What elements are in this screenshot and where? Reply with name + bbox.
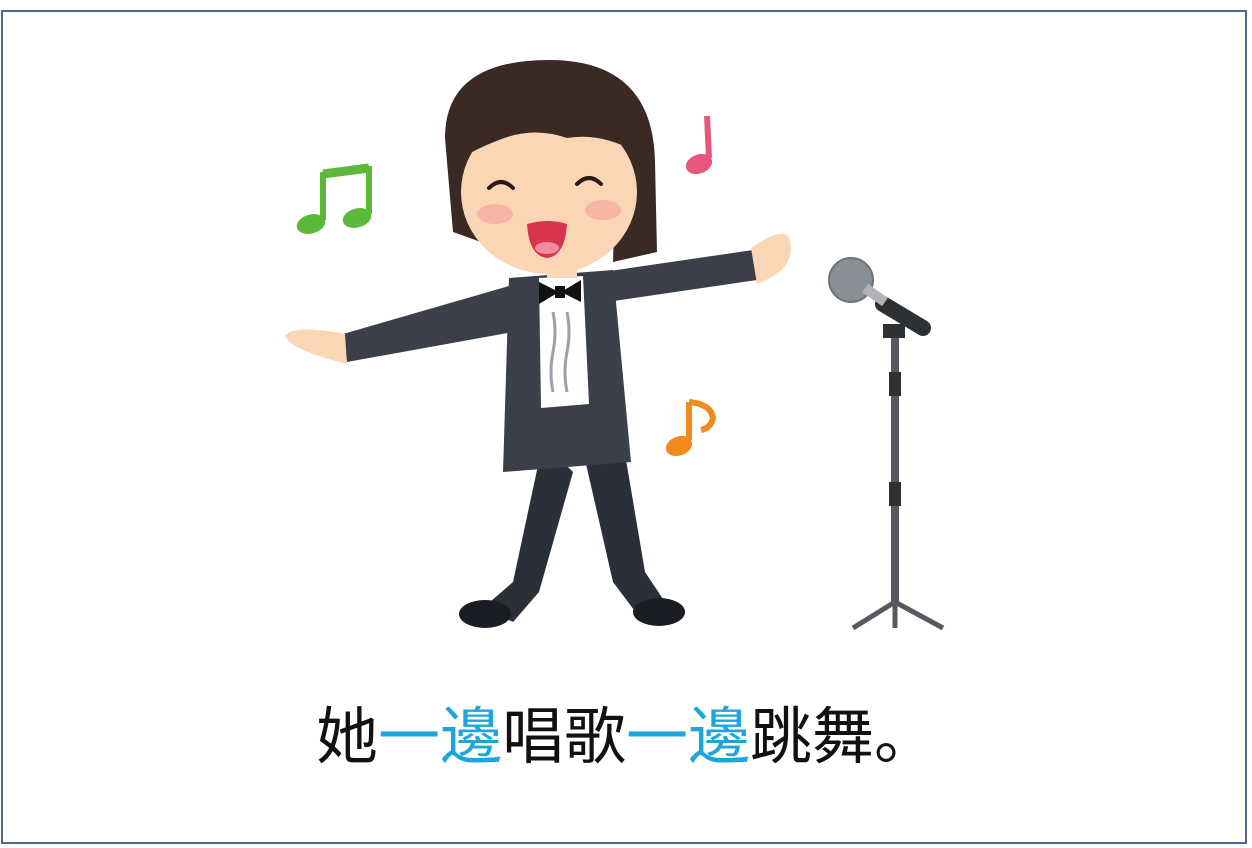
slide-frame: 她一邊唱歌一邊跳舞。 xyxy=(1,10,1247,844)
pink-note-icon xyxy=(685,115,713,175)
green-double-note-icon xyxy=(296,163,372,234)
caption-period: 。 xyxy=(874,700,937,773)
caption-verb-sing: 唱歌 xyxy=(501,700,626,773)
caption-verb-dance: 跳舞 xyxy=(750,700,875,773)
caption-subject: 她 xyxy=(315,700,378,773)
microphone-stand-icon xyxy=(828,257,945,631)
caption-keyword-yibian-1: 一邊 xyxy=(377,700,502,773)
illustration xyxy=(285,60,945,631)
orange-note-icon xyxy=(665,399,717,457)
caption-keyword-yibian-2: 一邊 xyxy=(626,700,751,773)
singing-dancing-performer-icon xyxy=(285,60,791,628)
caption-sentence: 她一邊唱歌一邊跳舞。 xyxy=(3,692,1249,782)
